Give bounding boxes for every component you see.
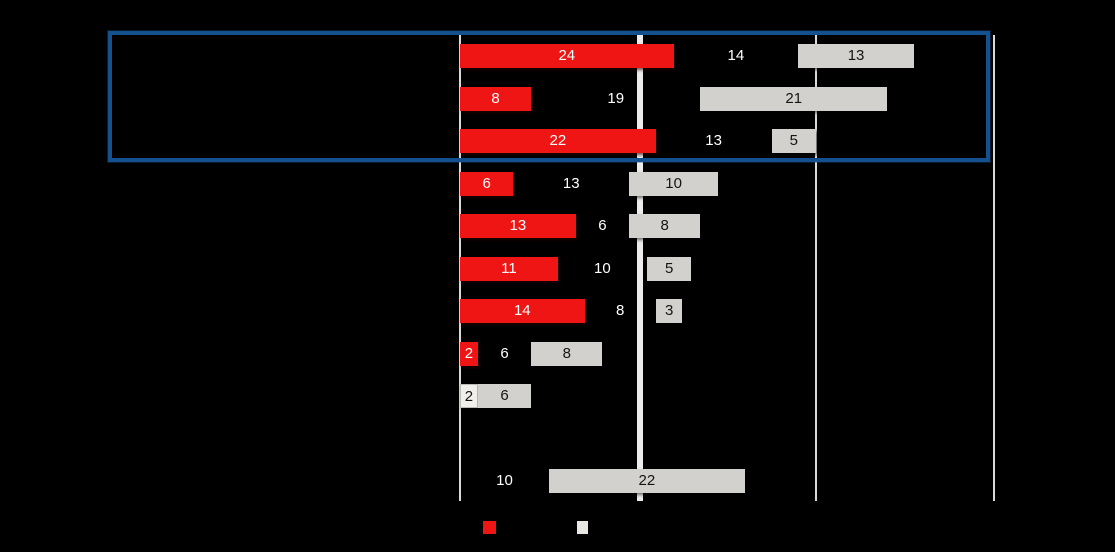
red-swatch [483,521,496,534]
gridline [815,35,817,501]
middle-bar-segment: 14 [674,44,799,68]
red-bar-segment: 11 [460,256,558,281]
value-label: 8 [491,89,500,107]
red-bar-segment: 24 [460,44,674,68]
value-label: 8 [616,302,625,319]
value-label: 14 [727,47,745,64]
value-label: 6 [500,344,509,362]
value-label: 10 [496,472,513,489]
value-label: 13 [705,132,722,149]
gridline [637,35,643,501]
red-bar-segment: 14 [460,299,585,323]
value-label: 21 [785,89,803,107]
value-label: 22 [549,132,567,149]
middle-bar-segment: 10 [558,257,647,281]
value-label: 8 [660,217,669,234]
gray-bar-segment: 21 [700,86,888,111]
gray-bar-segment: 5 [646,256,692,281]
value-label: 5 [789,132,798,149]
value-label: 8 [562,344,571,362]
value-label: 10 [665,174,682,192]
gray-bar-segment: 10 [629,171,719,196]
value-label: 5 [664,259,674,277]
value-label: 13 [562,174,580,192]
value-label: 6 [500,387,509,404]
middle-bar-segment: 13 [656,129,772,153]
middle-bar-segment: 10 [460,469,549,493]
gridline [993,35,995,501]
middle-bar-segment: 19 [531,87,700,111]
value-label: 10 [594,259,611,277]
value-label: 6 [482,174,491,192]
gray-bar-segment: 5 [771,129,816,153]
red-bar-segment: 6 [460,171,514,196]
value-label: 3 [664,302,674,319]
gray-bar-segment: 6 [477,384,532,408]
gray-bar-segment: 3 [655,299,683,323]
value-label: 22 [638,472,656,489]
value-label: 2 [464,344,474,362]
gray-bar-segment: 8 [531,341,603,366]
red-bar-segment: 8 [460,86,532,111]
middle-bar-segment: 13 [513,172,629,196]
gray-bar-segment: 8 [629,214,701,238]
middle-bar-segment: 8 [585,299,656,323]
gray-bar-segment: 22 [549,469,745,493]
value-label: 13 [847,47,865,64]
middle-bar-segment: 6 [576,214,629,238]
value-label: 24 [558,47,576,64]
red-bar-segment: 2 [460,341,478,366]
value-label: 13 [509,217,527,234]
red-bar-segment: 22 [460,129,656,153]
middle-bar-segment: 6 [478,342,531,366]
red-bar-segment: 2 [460,384,478,408]
value-label: 6 [598,217,607,234]
value-label: 19 [607,89,625,107]
gray-swatch [577,521,588,534]
highlight-box [108,31,990,162]
value-label: 11 [501,259,517,277]
gray-bar-segment: 13 [798,44,914,68]
value-label: 14 [513,302,531,319]
red-bar-segment: 13 [460,214,576,238]
value-label: 2 [464,388,474,405]
